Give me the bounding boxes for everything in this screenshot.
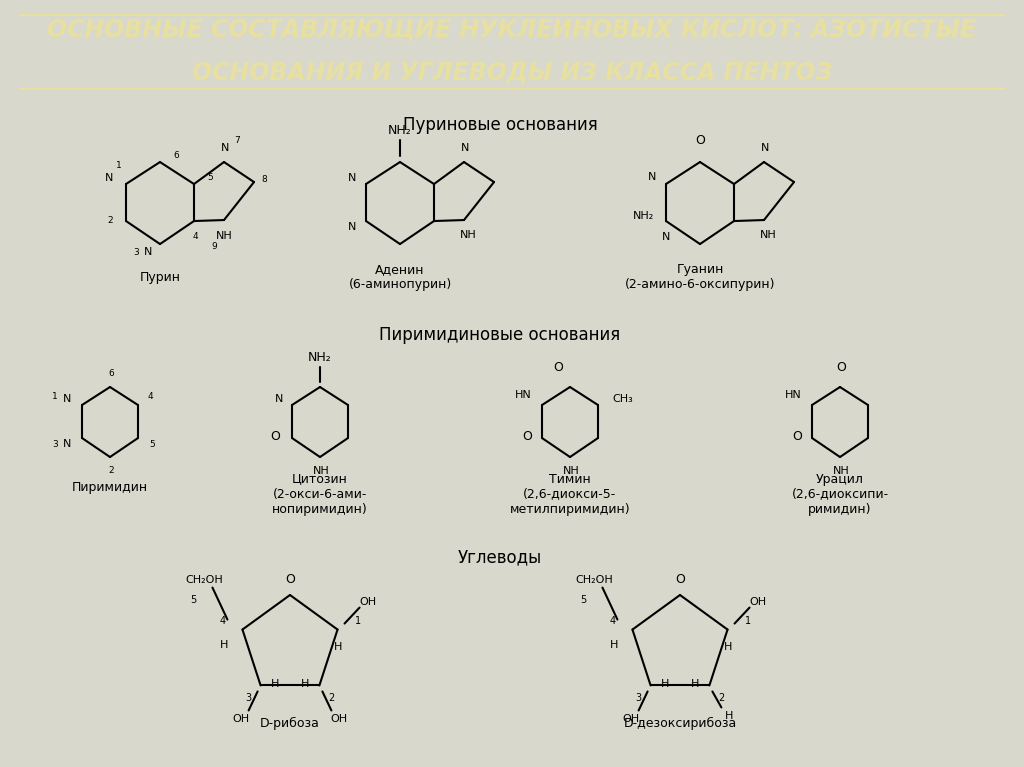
Text: O: O [792,430,802,443]
Text: Углеводы: Углеводы [458,548,542,566]
Text: H: H [270,680,279,690]
Text: 7: 7 [234,136,240,144]
Text: 5: 5 [207,173,213,182]
Text: H: H [691,680,699,690]
Text: H: H [724,641,733,651]
Text: 2: 2 [718,693,725,703]
Text: Пиримидиновые основания: Пиримидиновые основания [379,326,621,344]
Text: NH: NH [460,230,476,240]
Text: 5: 5 [150,439,155,449]
Text: ОСНОВНЫЕ СОСТАВЛЯЮЩИЕ НУКЛЕИНОВЫХ КИСЛОТ: АЗОТИСТЫЕ: ОСНОВНЫЕ СОСТАВЛЯЮЩИЕ НУКЛЕИНОВЫХ КИСЛОТ… [47,18,977,41]
Text: D-дезоксирибоза: D-дезоксирибоза [624,716,736,729]
Text: N: N [143,247,153,257]
Text: H: H [301,680,309,690]
Text: N: N [348,222,356,232]
Text: 3: 3 [133,248,139,256]
Text: O: O [285,572,295,585]
Text: 4: 4 [193,232,198,241]
Text: NH: NH [216,231,232,241]
Text: CH₂OH: CH₂OH [185,574,223,584]
Text: N: N [62,439,72,449]
Text: 1: 1 [52,391,58,400]
Text: ОСНОВАНИЯ И УГЛЕВОДЫ ИЗ КЛАССА ПЕНТОЗ: ОСНОВАНИЯ И УГЛЕВОДЫ ИЗ КЛАССА ПЕНТОЗ [191,60,833,84]
Text: H: H [335,641,343,651]
Text: 8: 8 [261,175,267,183]
Text: 4: 4 [219,616,225,626]
Text: 9: 9 [211,242,217,251]
Text: 2: 2 [329,693,335,703]
Text: OH: OH [232,714,249,725]
Text: OH: OH [359,597,376,607]
Text: 5: 5 [190,594,197,604]
Text: O: O [522,430,531,443]
Text: NH: NH [833,466,849,476]
Text: N: N [461,143,469,153]
Text: N: N [662,232,670,242]
Text: OH: OH [622,714,639,725]
Text: HN: HN [784,390,802,400]
Text: O: O [695,133,705,146]
Text: NH: NH [312,466,330,476]
Text: 3: 3 [52,439,58,449]
Text: H: H [610,640,618,650]
Text: N: N [62,394,72,404]
Text: N: N [104,173,114,183]
Text: Урацил
(2,6-диоксипи-
римидин): Урацил (2,6-диоксипи- римидин) [792,472,889,515]
Text: O: O [553,360,563,374]
Text: NH₂: NH₂ [634,211,654,221]
Text: 6: 6 [109,368,114,377]
Text: N: N [348,173,356,183]
Text: N: N [648,172,656,182]
Text: 4: 4 [609,616,615,626]
Text: OH: OH [749,597,766,607]
Text: 1: 1 [744,616,751,626]
Text: N: N [761,143,769,153]
Text: O: O [675,572,685,585]
Text: 3: 3 [636,693,642,703]
Text: H: H [220,640,228,650]
Text: H: H [725,712,733,722]
Text: NH₂: NH₂ [388,123,412,137]
Text: 3: 3 [246,693,252,703]
Text: Цитозин
(2-окси-6-ами-
нопиримидин): Цитозин (2-окси-6-ами- нопиримидин) [272,472,368,515]
Text: NH: NH [562,466,580,476]
Text: OH: OH [331,714,348,725]
Text: H: H [660,680,669,690]
Text: O: O [270,430,280,443]
Text: O: O [836,360,846,374]
Text: CH₃: CH₃ [612,394,634,404]
Text: 2: 2 [108,216,113,225]
Text: HN: HN [515,390,531,400]
Text: Пурин: Пурин [139,271,180,284]
Text: Тимин
(2,6-диокси-5-
метилпиримидин): Тимин (2,6-диокси-5- метилпиримидин) [510,472,631,515]
Text: 6: 6 [173,150,179,160]
Text: 2: 2 [109,466,114,475]
Text: Пуриновые основания: Пуриновые основания [402,116,597,134]
Text: D-рибоза: D-рибоза [260,716,319,729]
Text: 5: 5 [581,594,587,604]
Text: 1: 1 [354,616,360,626]
Text: NH: NH [760,230,776,240]
Text: 4: 4 [147,391,153,400]
Text: N: N [274,394,284,404]
Text: Гуанин
(2-амино-6-оксипурин): Гуанин (2-амино-6-оксипурин) [625,263,775,291]
Text: 1: 1 [116,160,122,170]
Text: Пиримидин: Пиримидин [72,480,148,493]
Text: N: N [221,143,229,153]
Text: Аденин
(6-аминопурин): Аденин (6-аминопурин) [348,263,452,291]
Text: NH₂: NH₂ [308,351,332,364]
Text: CH₂OH: CH₂OH [575,574,613,584]
